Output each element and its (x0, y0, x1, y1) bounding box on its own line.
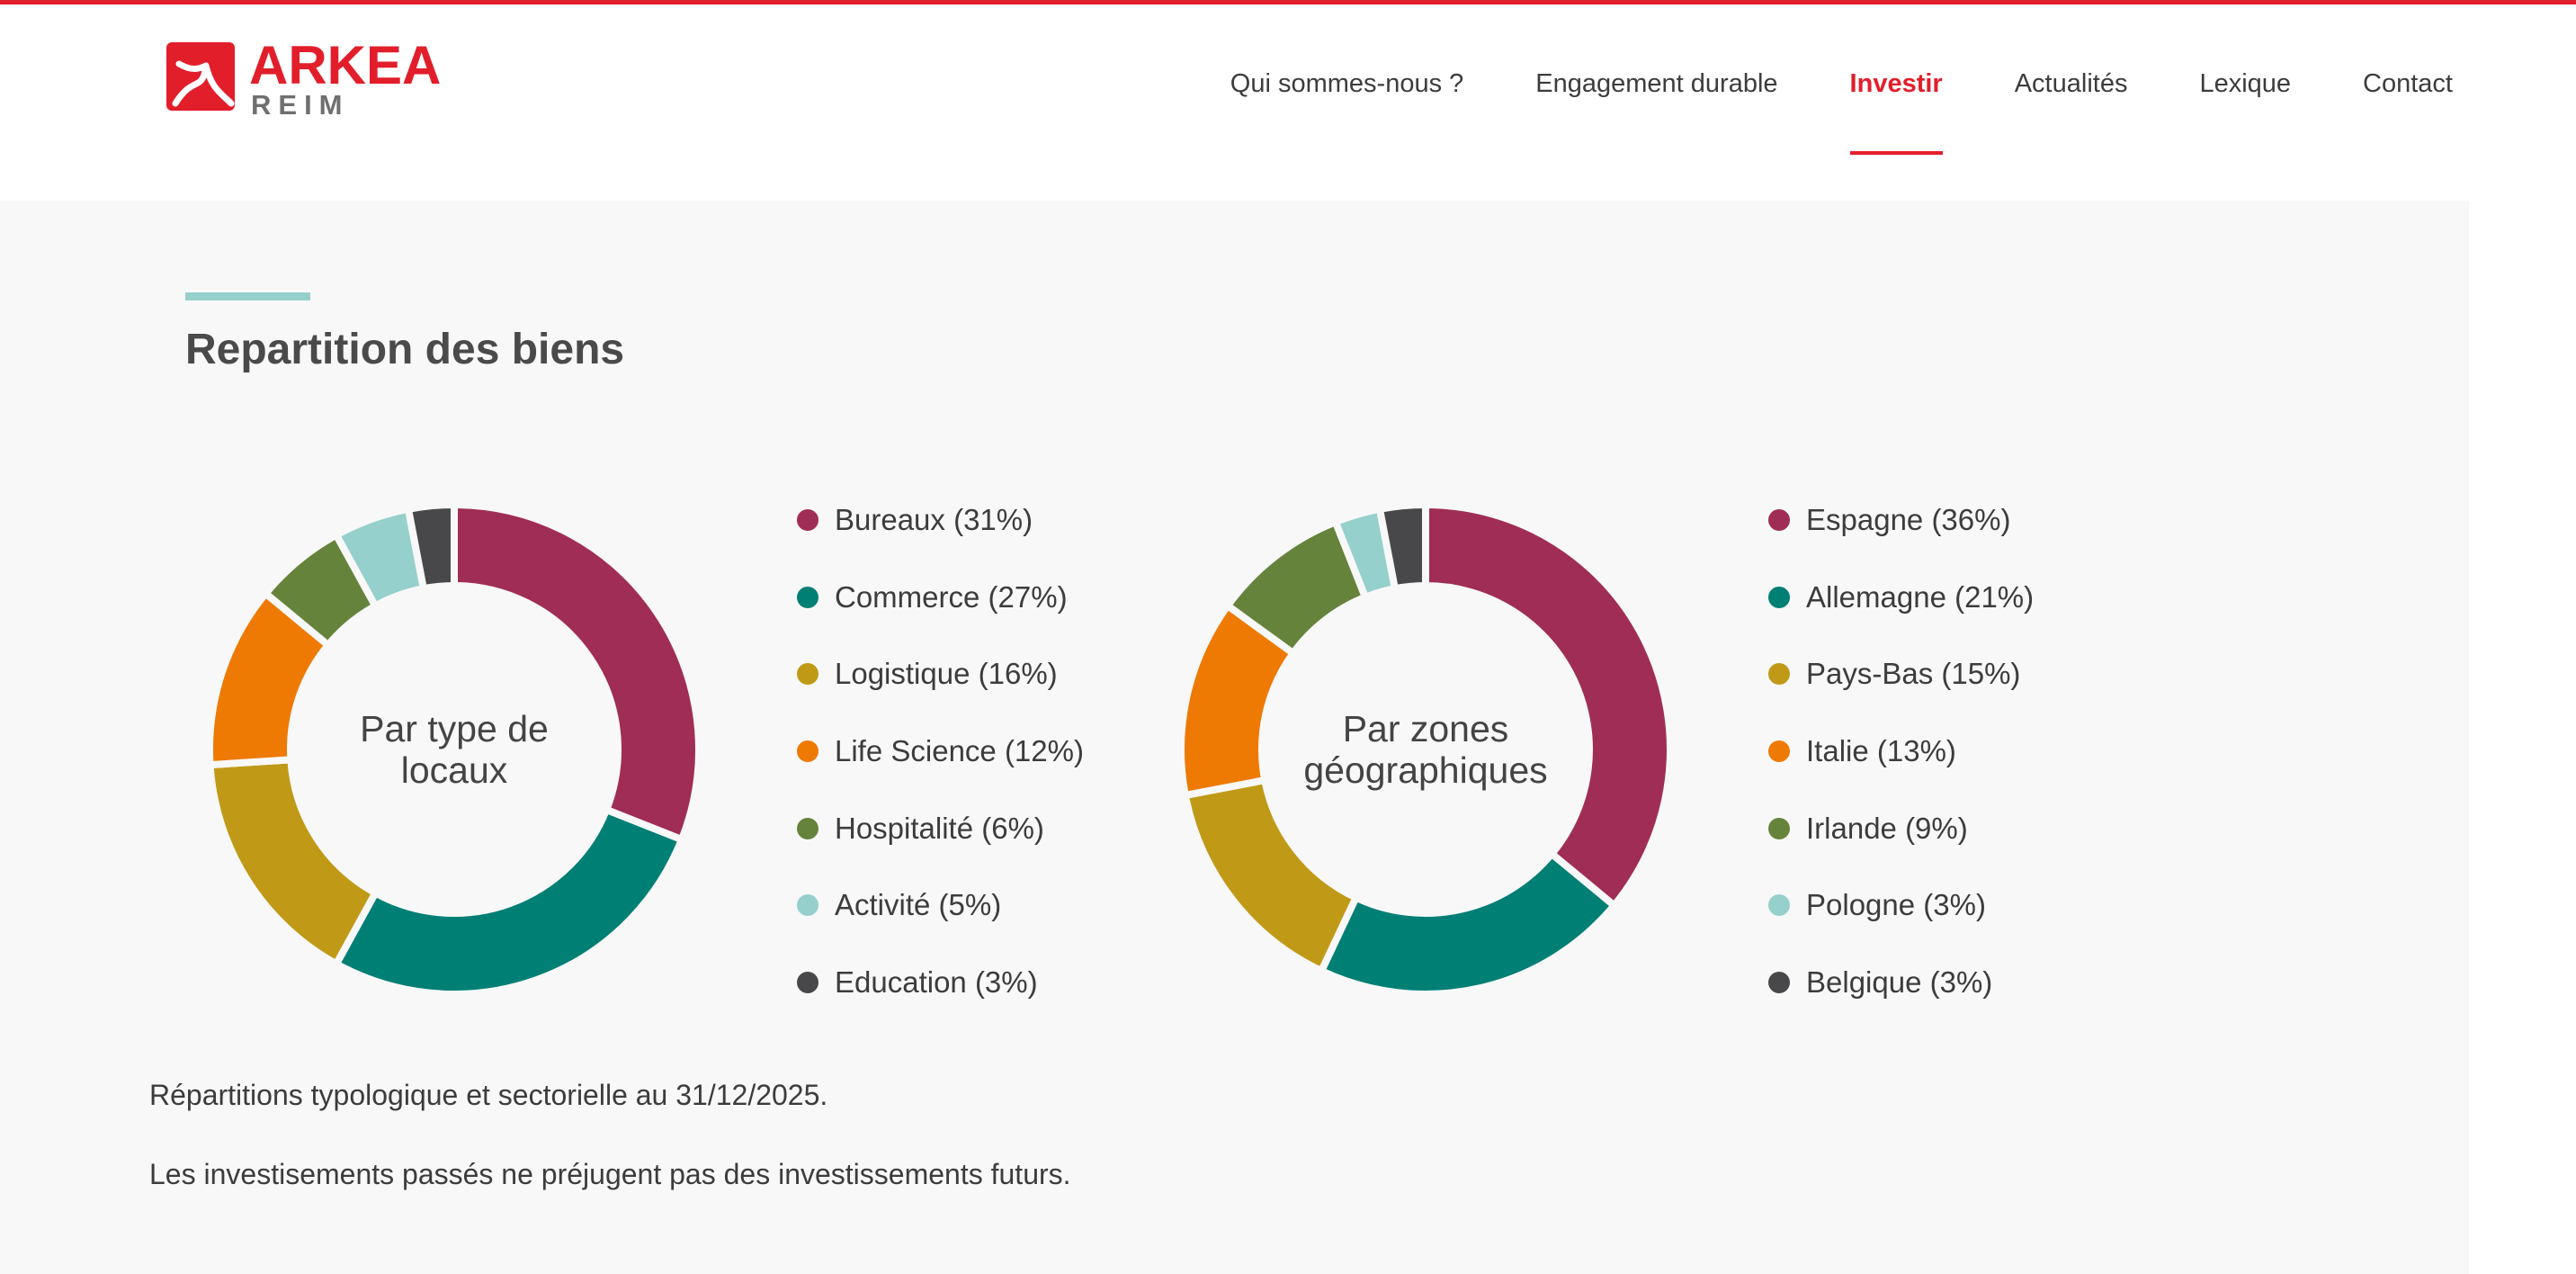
donut-center-text: Par type de locaux (360, 708, 549, 791)
legend-color-dot (797, 894, 818, 917)
donut-center-label: Par type de locaux (207, 502, 702, 997)
legend-color-dot (797, 740, 818, 763)
site-header: ARKEA REIM Qui sommes-nous ? Engagement d… (0, 4, 2576, 201)
legend-color-dot (797, 663, 818, 686)
donut-center-text: Par zones géographiques (1303, 708, 1548, 791)
legend-color-dot (1768, 663, 1790, 686)
section-accent-bar (185, 292, 310, 301)
logo-text-top: ARKEA (249, 39, 441, 95)
legend-color-dot (1768, 586, 1790, 608)
legend-label: Logistique (16%) (835, 657, 1058, 691)
brand-logo[interactable]: ARKEA REIM (166, 39, 463, 116)
legend-item[interactable]: Espagne (36%) (1768, 502, 2034, 579)
nav-item-engagement-durable[interactable]: Engagement durable (1535, 69, 1778, 98)
legend-item[interactable]: Commerce (27%) (797, 579, 1084, 657)
legend-type-locaux: Bureaux (31%) Commerce (27%) Logistique (1… (797, 502, 1084, 1042)
legend-label: Hospitalité (6%) (835, 811, 1044, 845)
legend-item[interactable]: Pologne (3%) (1768, 887, 2034, 964)
legend-label: Life Science (12%) (835, 734, 1084, 768)
legend-color-dot (1768, 894, 1790, 917)
legend-label: Bureaux (31%) (835, 503, 1033, 536)
nav-item-contact[interactable]: Contact (2363, 69, 2453, 98)
legend-item[interactable]: Italie (13%) (1768, 733, 2034, 811)
nav-item-lexique[interactable]: Lexique (2199, 69, 2292, 98)
note-disclaimer: Les investisements passés ne préjugent p… (149, 1158, 1071, 1190)
legend-color-dot (1768, 740, 1790, 763)
donut-slice-0[interactable] (451, 502, 702, 845)
legend-zones-geographiques: Espagne (36%) Allemagne (21%) Pays-Bas (15… (1768, 502, 2034, 1042)
legend-item[interactable]: Bureaux (31%) (797, 502, 1084, 579)
legend-label: Activité (5%) (835, 888, 1002, 922)
legend-item[interactable]: Activité (5%) (797, 887, 1084, 964)
nav-item-qui-sommes-nous[interactable]: Qui sommes-nous ? (1230, 69, 1464, 98)
legend-color-dot (1768, 972, 1790, 994)
legend-item[interactable]: Hospitalité (6%) (797, 811, 1084, 888)
top-accent-bar (0, 0, 2576, 4)
legend-label: Pologne (3%) (1806, 888, 1986, 922)
donut-zones-geographiques (1178, 502, 1673, 997)
legend-label: Belgique (3%) (1806, 965, 1993, 1000)
legend-label: Education (3%) (835, 965, 1038, 1000)
note-repartitions-date: Répartitions typologique et sectorielle … (149, 1079, 828, 1111)
donut-slice-1[interactable] (331, 804, 687, 997)
repartition-section: Repartition des biens Par type de locaux… (0, 201, 2469, 1274)
logo-text-bottom: REIM (251, 89, 350, 116)
legend-color-dot (797, 586, 818, 608)
legend-color-dot (797, 972, 818, 994)
legend-label: Pays-Bas (15%) (1806, 657, 2021, 691)
donut-slice-6[interactable] (1375, 502, 1429, 593)
legend-label: Espagne (36%) (1806, 503, 2011, 536)
legend-item[interactable]: Life Science (12%) (797, 733, 1084, 811)
nav-item-actualités[interactable]: Actualités (2014, 69, 2128, 98)
nav-item-investir[interactable]: Investir (1849, 60, 1943, 155)
donut-slice-1[interactable] (1316, 848, 1620, 997)
chart-type-locaux: Par type de locaux Bureaux (31%) Commerce… (207, 502, 1151, 1006)
legend-color-dot (1768, 817, 1790, 839)
legend-label: Commerce (27%) (835, 579, 1068, 614)
main-nav: Qui sommes-nous ? Engagement durable Inves… (1158, 60, 2453, 155)
legend-item[interactable]: Education (3%) (797, 964, 1084, 1042)
legend-item[interactable]: Allemagne (21%) (1768, 579, 2034, 657)
donut-slice-0[interactable] (1422, 502, 1673, 911)
legend-label: Italie (13%) (1806, 734, 1956, 768)
legend-label: Allemagne (21%) (1806, 579, 2035, 614)
chart-zones-geographiques: Par zones géographiques Espagne (36%) All… (1178, 502, 2123, 1006)
legend-item[interactable]: Logistique (16%) (797, 656, 1084, 733)
legend-color-dot (797, 817, 818, 839)
donut-slice-6[interactable] (404, 502, 458, 593)
legend-item[interactable]: Belgique (3%) (1768, 964, 2034, 1042)
legend-label: Irlande (9%) (1806, 811, 1968, 845)
legend-color-dot (797, 509, 818, 531)
logo-mark-glyph (172, 60, 235, 107)
section-title: Repartition des biens (185, 326, 625, 373)
legend-item[interactable]: Pays-Bas (15%) (1768, 656, 2034, 733)
donut-type-locaux (207, 502, 702, 997)
legend-color-dot (1768, 509, 1790, 531)
donut-center-label: Par zones géographiques (1178, 502, 1673, 997)
nav-active-underline (1849, 151, 1943, 155)
legend-item[interactable]: Irlande (9%) (1768, 811, 2034, 888)
